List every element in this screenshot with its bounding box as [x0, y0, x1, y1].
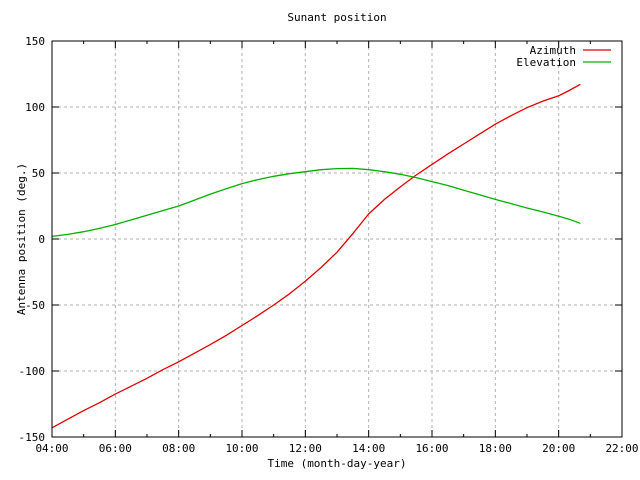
y-tick-label: 100	[25, 101, 45, 114]
y-tick-label: -150	[19, 431, 46, 444]
legend-azimuth-label: Azimuth	[530, 44, 576, 57]
y-axis-label: Antenna position (deg.)	[15, 163, 28, 315]
x-tick-label: 16:00	[415, 442, 448, 455]
axis-ticks	[51, 40, 623, 438]
x-tick-label: 08:00	[162, 442, 195, 455]
chart-title: Sunant position	[287, 11, 386, 24]
y-tick-label: 0	[38, 233, 45, 246]
x-tick-label: 04:00	[35, 442, 68, 455]
x-tick-label: 18:00	[479, 442, 512, 455]
y-tick-label: 50	[32, 167, 45, 180]
gridlines	[52, 41, 622, 437]
series-line-azimuth	[51, 83, 581, 429]
legend: Azimuth Elevation	[516, 44, 611, 69]
x-tick-label: 14:00	[352, 442, 385, 455]
y-tick-label: -50	[25, 299, 45, 312]
x-tick-label: 12:00	[289, 442, 322, 455]
x-tick-label: 10:00	[225, 442, 258, 455]
legend-elevation-label: Elevation	[516, 56, 576, 69]
y-tick-label: 150	[25, 35, 45, 48]
x-axis-label: Time (month-day-year)	[267, 457, 406, 470]
x-tick-label: 06:00	[99, 442, 132, 455]
x-tick-label: 22:00	[605, 442, 638, 455]
axis-tick-labels: 04:00 06:00 08:00 10:00 12:00 14:00 16:00 18:00…	[19, 35, 639, 455]
x-tick-label: 20:00	[542, 442, 575, 455]
series-line-elevation	[51, 167, 581, 238]
y-tick-label: -100	[19, 365, 46, 378]
data-series	[51, 83, 581, 429]
